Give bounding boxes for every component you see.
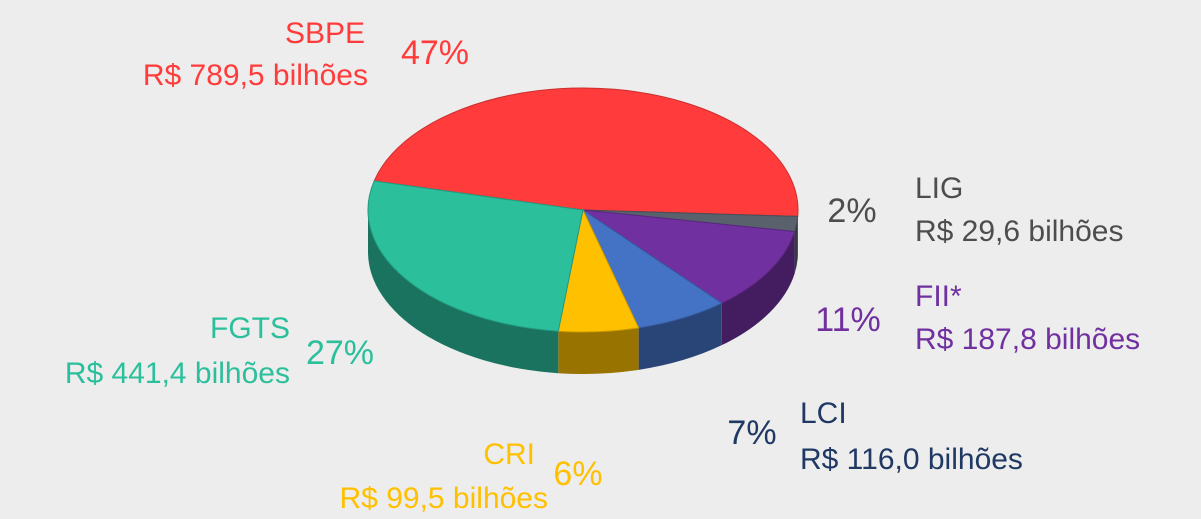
slice xyxy=(373,87,799,217)
amount-label: R$ 441,4 bilhões xyxy=(65,357,290,390)
value-label: 11% xyxy=(815,301,881,339)
slice-side xyxy=(368,210,559,374)
value-label: 27% xyxy=(306,334,374,372)
legend-label: LIG xyxy=(915,172,963,205)
amount-label: R$ 116,0 bilhões xyxy=(800,443,1023,476)
amount-label: R$ 789,5 bilhões xyxy=(143,59,368,92)
value-label: 47% xyxy=(401,34,469,72)
value-label: 6% xyxy=(553,455,602,493)
value-label: 2% xyxy=(827,192,876,230)
legend-label: CRI xyxy=(483,438,535,471)
slice xyxy=(367,180,584,332)
slice-side xyxy=(558,327,639,374)
slice-side xyxy=(721,231,795,346)
slice xyxy=(582,209,796,304)
value-label: 7% xyxy=(727,414,776,452)
amount-label: R$ 99,5 bilhões xyxy=(340,482,548,515)
slice-side xyxy=(638,303,722,370)
amount-label: R$ 29,6 bilhões xyxy=(915,215,1123,248)
legend-label: FII* xyxy=(915,280,962,313)
legend-label: SBPE xyxy=(285,17,365,50)
amount-label: R$ 187,8 bilhões xyxy=(915,323,1140,356)
legend-label: FGTS xyxy=(210,312,290,345)
legend-label: LCI xyxy=(800,397,847,430)
